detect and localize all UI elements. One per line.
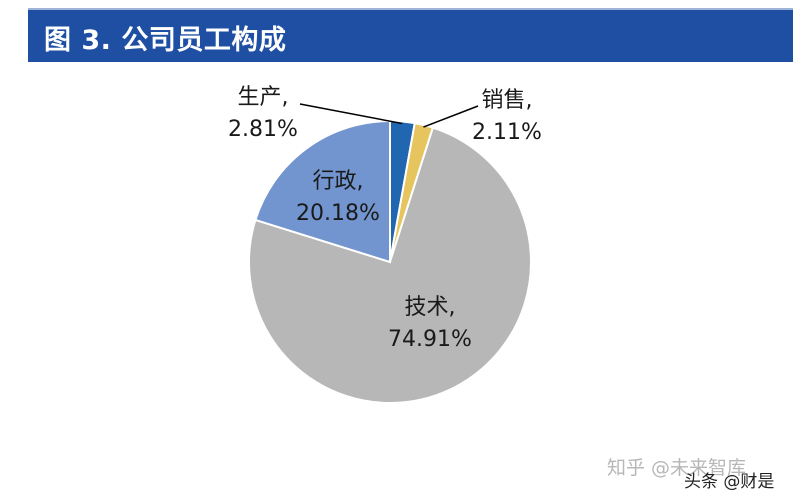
slice-label-admin: 行政, 20.18% — [283, 166, 393, 230]
leader-line-production — [299, 103, 403, 125]
title-bar: 图 3. 公司员工构成 — [28, 8, 793, 62]
slice-name-production: 生产 — [237, 85, 282, 110]
slice-name-sales: 销售 — [481, 88, 526, 113]
slice-value-admin: 20.18% — [296, 201, 380, 226]
slice-name-admin: 行政 — [312, 169, 357, 194]
pie-slice-admin — [254, 119, 391, 264]
toutiao-watermark: 头条 @财是 — [684, 472, 775, 492]
slice-name-tech: 技术 — [404, 295, 449, 320]
slice-value-tech: 74.91% — [388, 327, 472, 352]
slice-label-production: 生产, 2.81% — [208, 82, 318, 146]
zhihu-watermark: 知乎 @未来智库 — [607, 457, 747, 479]
leader-line-sales — [423, 105, 479, 128]
slice-label-tech: 技术, 74.91% — [370, 292, 490, 356]
slice-value-production: 2.81% — [228, 117, 298, 142]
slice-label-sales: 销售, 2.11% — [452, 85, 562, 149]
pie-slice-tech — [248, 126, 532, 404]
page-title: 图 3. 公司员工构成 — [44, 25, 287, 56]
slice-value-sales: 2.11% — [472, 120, 542, 145]
